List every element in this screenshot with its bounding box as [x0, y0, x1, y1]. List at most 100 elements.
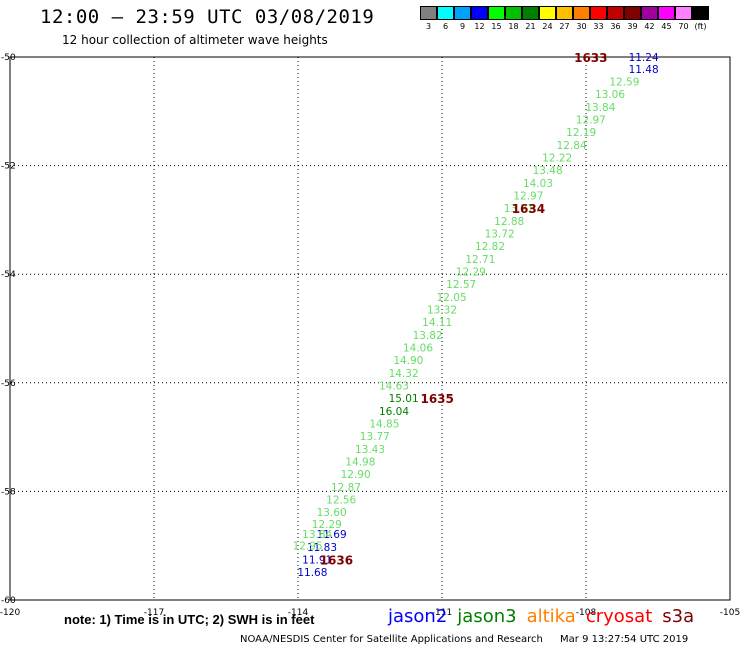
- color-legend: 3 6 9 12 15 18 21 24 27 30 33 36 39 42 45 70 (ft): [420, 6, 709, 31]
- data-label-jason2: 11.69: [317, 529, 347, 541]
- data-label-jason3: 12.22: [542, 152, 572, 164]
- legend-swatch: [624, 6, 641, 20]
- legend-swatch: [675, 6, 692, 20]
- legend-tick-label: 70: [678, 22, 689, 31]
- legend-tick-label: 21: [525, 22, 536, 31]
- timestamp-text: Mar 9 13:27:54 UTC 2019: [560, 634, 689, 645]
- legend-swatch: [573, 6, 590, 20]
- legend-swatch: [488, 6, 505, 20]
- satellite-name: cryosat: [585, 606, 653, 627]
- legend-tick-label: 18: [508, 22, 519, 31]
- data-label-jason3: 13.77: [360, 431, 390, 443]
- pass-annotation: 1633: [574, 51, 607, 65]
- legend-tick-label: 45: [661, 22, 672, 31]
- legend-swatch: [471, 6, 488, 20]
- legend-swatch: [454, 6, 471, 20]
- legend-swatch: [590, 6, 607, 20]
- data-label-jason3: 13.82: [413, 330, 443, 342]
- legend-swatch: [607, 6, 624, 20]
- data-label-jason3: 12.84: [557, 140, 587, 152]
- legend-swatches: [420, 6, 709, 20]
- legend-tick-label: (ft): [694, 22, 707, 31]
- legend-tick-label: 12: [474, 22, 485, 31]
- pass-annotation: 1634: [512, 202, 545, 216]
- data-label-jason3: 12.82: [475, 241, 505, 253]
- pass-annotation: 1636: [320, 553, 353, 567]
- data-label-jason3: 12.90: [341, 469, 371, 481]
- y-tick-label: -50: [1, 53, 16, 63]
- data-label-jason3: 12.05: [437, 292, 467, 304]
- legend-swatch: [522, 6, 539, 20]
- x-tick-label: -108: [576, 608, 597, 618]
- data-label-jason2: 11.68: [297, 567, 327, 579]
- legend-tick-label: 39: [627, 22, 638, 31]
- data-label-jason3: 12.71: [465, 254, 495, 266]
- data-label-jason3: 14.06: [403, 343, 433, 355]
- y-tick-label: -56: [1, 379, 16, 389]
- data-label-jason3: 12.57: [446, 279, 476, 291]
- data-label-jason3: 12.56: [326, 495, 356, 507]
- legend-tick-label: 27: [559, 22, 570, 31]
- data-label-jason3: 14.98: [345, 457, 375, 469]
- legend-swatch: [420, 6, 437, 20]
- plot-frame: [9, 56, 731, 601]
- data-label-jason3: 13.32: [427, 304, 457, 316]
- satellite-name: s3a: [662, 606, 695, 627]
- x-tick-label: -117: [144, 608, 164, 618]
- x-tick-label: -120: [0, 608, 20, 618]
- data-label-jason3: 14.63: [379, 381, 409, 393]
- legend-swatch: [539, 6, 556, 20]
- legend-tick-label: 36: [610, 22, 621, 31]
- x-tick-label: -111: [432, 608, 452, 618]
- data-label-jason3: 12.87: [331, 482, 361, 494]
- data-label-jason3: 14.90: [393, 355, 423, 367]
- data-label-jason3: 13.06: [595, 89, 625, 101]
- chart-title: 12:00 – 23:59 UTC 03/08/2019: [40, 6, 375, 28]
- y-tick-label: -60: [1, 596, 16, 606]
- data-label-jason3: 13.84: [585, 102, 615, 114]
- legend-swatch: [641, 6, 658, 20]
- data-label-jason2: 11.91: [302, 554, 332, 566]
- legend-tick-label: 3: [425, 22, 432, 31]
- data-label-jason3: 12.97: [513, 190, 543, 202]
- pass-annotation: 1635: [420, 392, 453, 406]
- data-label-jason3: 12.19: [566, 127, 596, 139]
- data-label-jason3: 12.59: [609, 76, 639, 88]
- footnote: note: 1) Time is in UTC; 2) SWH is in fe…: [64, 612, 315, 627]
- y-tick-label: -52: [1, 162, 16, 172]
- footer-credit: NOAA/NESDIS Center for Satellite Applica…: [240, 634, 688, 645]
- chart-subtitle: 12 hour collection of altimeter wave hei…: [62, 33, 328, 47]
- data-label-jason3: 12.88: [494, 216, 524, 228]
- legend-tick-label: 15: [491, 22, 502, 31]
- satellite-name: altika: [526, 606, 576, 627]
- satellite-name: jason2: [388, 606, 448, 627]
- legend-swatch: [505, 6, 522, 20]
- satellite-name: jason3: [457, 606, 517, 627]
- data-label-jason3: 12.97: [576, 114, 606, 126]
- data-label-jason3: 16.04: [379, 406, 409, 418]
- legend-tick-label: 6: [442, 22, 449, 31]
- data-label-jason3: 13.43: [355, 444, 385, 456]
- legend-swatch: [692, 6, 709, 20]
- data-label-jason3: 13.72: [485, 228, 515, 240]
- legend-swatch: [658, 6, 675, 20]
- legend-tick-label: 30: [576, 22, 587, 31]
- y-tick-label: -54: [1, 270, 16, 280]
- data-label-jason3: 14.11: [422, 317, 452, 329]
- data-label-jason3: 13.60: [317, 507, 347, 519]
- data-label-jason3: 14.32: [389, 368, 419, 380]
- data-label-jason3: 14.03: [523, 178, 553, 190]
- legend-tick-label: 24: [542, 22, 553, 31]
- data-label-jason2: 11.48: [629, 64, 659, 76]
- data-label-jason2: 11.83: [307, 542, 337, 554]
- data-label-jason3: 12.95: [293, 541, 323, 553]
- legend-swatch: [556, 6, 573, 20]
- satellite-legend: jason2 jason3 altika cryosat s3a: [388, 606, 704, 627]
- data-label-jason3: 14.85: [369, 419, 399, 431]
- legend-swatch: [437, 6, 454, 20]
- data-label-jason3: 15.01: [389, 393, 419, 405]
- y-tick-label: -58: [1, 487, 16, 497]
- legend-tick-label: 9: [459, 22, 466, 31]
- data-label-jason3: 12.29: [456, 266, 486, 278]
